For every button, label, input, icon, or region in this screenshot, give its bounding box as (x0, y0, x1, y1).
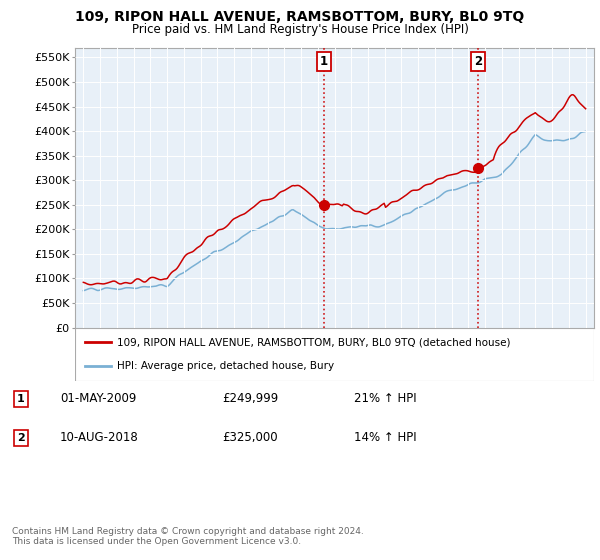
Text: £249,999: £249,999 (222, 392, 278, 405)
Text: £325,000: £325,000 (222, 431, 278, 444)
Text: 109, RIPON HALL AVENUE, RAMSBOTTOM, BURY, BL0 9TQ: 109, RIPON HALL AVENUE, RAMSBOTTOM, BURY… (76, 10, 524, 24)
Text: 21% ↑ HPI: 21% ↑ HPI (354, 392, 416, 405)
Text: Contains HM Land Registry data © Crown copyright and database right 2024.
This d: Contains HM Land Registry data © Crown c… (12, 526, 364, 546)
Text: Price paid vs. HM Land Registry's House Price Index (HPI): Price paid vs. HM Land Registry's House … (131, 23, 469, 36)
Text: HPI: Average price, detached house, Bury: HPI: Average price, detached house, Bury (116, 361, 334, 371)
Text: 2: 2 (475, 55, 482, 68)
Text: 1: 1 (17, 394, 25, 404)
Text: 2: 2 (17, 433, 25, 442)
Text: 1: 1 (320, 55, 328, 68)
Text: 109, RIPON HALL AVENUE, RAMSBOTTOM, BURY, BL0 9TQ (detached house): 109, RIPON HALL AVENUE, RAMSBOTTOM, BURY… (116, 338, 510, 348)
Text: 14% ↑ HPI: 14% ↑ HPI (354, 431, 416, 444)
Text: 10-AUG-2018: 10-AUG-2018 (60, 431, 139, 444)
Text: 01-MAY-2009: 01-MAY-2009 (60, 392, 136, 405)
